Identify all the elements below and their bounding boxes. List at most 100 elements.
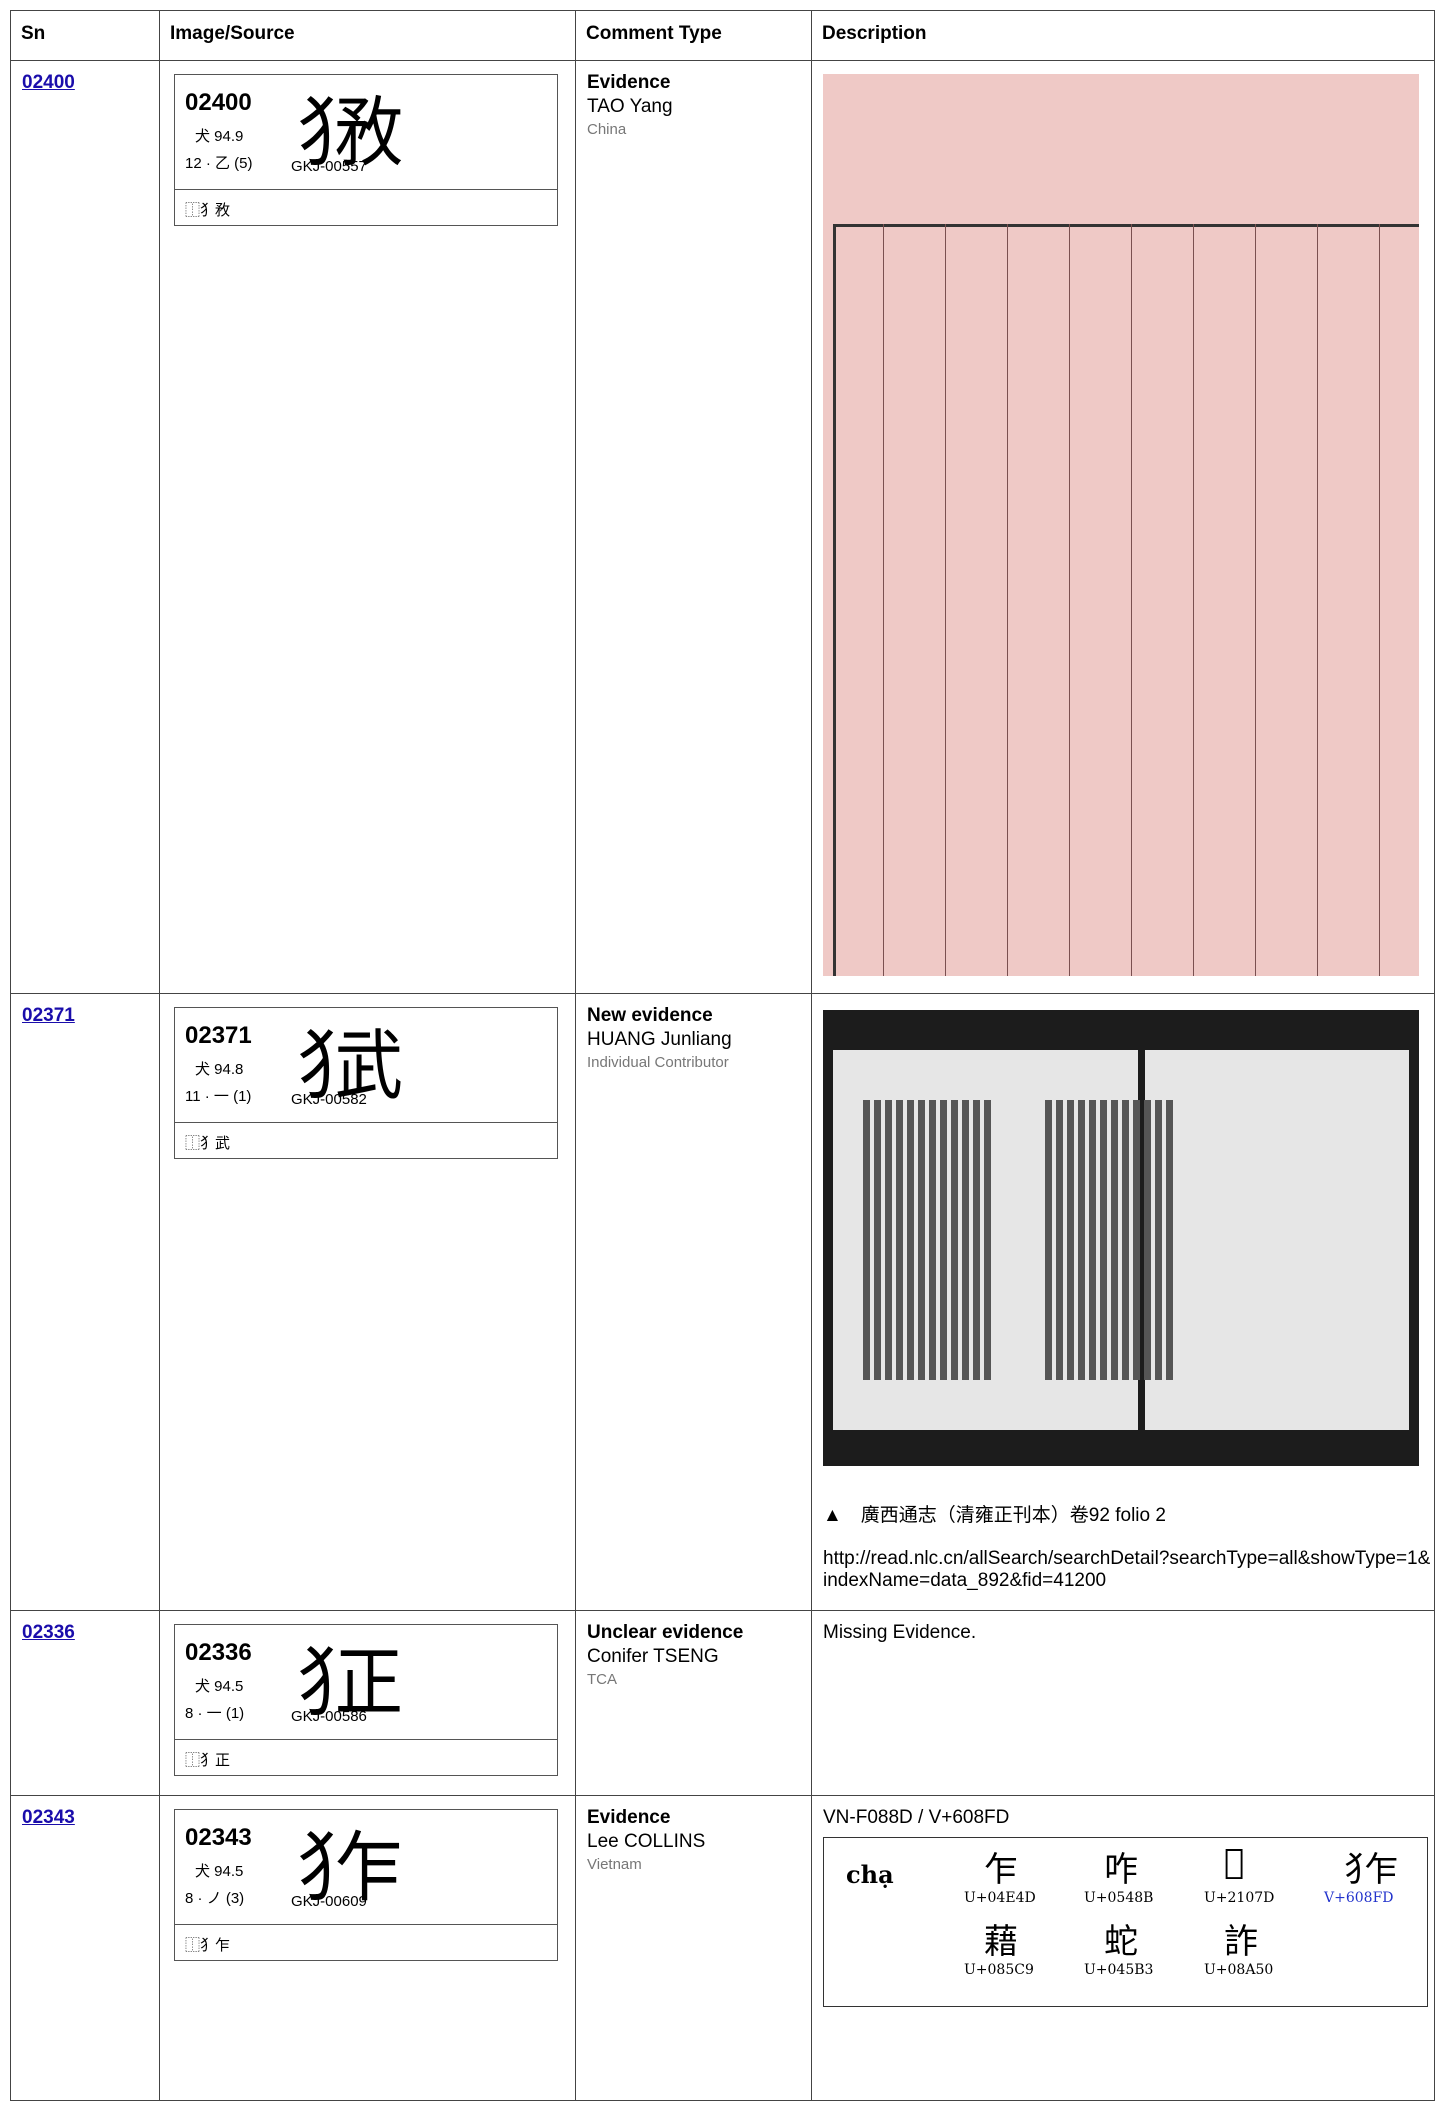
comment-author: HUANG Junliang [587, 1029, 732, 1050]
comment-type: Unclear evidence [587, 1622, 744, 1643]
table-code: U+045B3 [1084, 1962, 1154, 1978]
ids: ⿰犭乍 [185, 1937, 231, 1954]
comment-org: Vietnam [587, 1856, 642, 1873]
scan-column [962, 1100, 969, 1380]
scan-rule [1255, 224, 1256, 976]
scan-column [1133, 1100, 1140, 1380]
comment-type: Evidence [587, 72, 671, 93]
scan-rule [1379, 224, 1380, 976]
source: GKJ-00582 [291, 1091, 367, 1108]
sn-link[interactable]: 02400 [22, 72, 75, 93]
table-code: U+04E4D [964, 1890, 1036, 1906]
scan-column [1155, 1100, 1162, 1380]
card-code: 02371 [185, 1022, 252, 1049]
card-code: 02343 [185, 1824, 252, 1851]
scan-column [1056, 1100, 1063, 1380]
strokes: 12 · 乙 (5) [185, 155, 253, 172]
strokes: 8 · 一 (1) [185, 1705, 245, 1722]
scan-column [940, 1100, 947, 1380]
cell [10, 993, 160, 1611]
table-code: U+08A50 [1204, 1962, 1274, 1978]
strokes: 8 · ノ (3) [185, 1890, 245, 1907]
scan-column [863, 1100, 870, 1380]
scan-frame [833, 224, 1419, 976]
scan-column [1100, 1100, 1107, 1380]
table-glyph: 乍 [984, 1850, 1018, 1890]
character-card: 02343 犬 94.5 8 · ノ (3) 犭乍 GKJ-00609 ⿰犭乍 [174, 1809, 558, 1961]
sn-link[interactable]: 02336 [22, 1622, 75, 1643]
table-code: U+2107D [1204, 1890, 1275, 1906]
comment-org: TCA [587, 1671, 617, 1688]
sn-link[interactable]: 02343 [22, 1807, 75, 1828]
source: GKJ-00557 [291, 158, 367, 175]
table-glyph: 蛇 [1104, 1922, 1138, 1962]
comment-author: TAO Yang [587, 96, 673, 117]
table-code: U+0548B [1084, 1890, 1154, 1906]
header-cell: Description [811, 10, 1435, 61]
table-code: U+085C9 [964, 1962, 1034, 1978]
scan-column [1122, 1100, 1129, 1380]
scan-column [1144, 1100, 1151, 1380]
scan-rule [1069, 224, 1070, 976]
cell [10, 1795, 160, 2101]
table-glyph: 藉 [984, 1922, 1018, 1962]
divider [175, 1924, 557, 1925]
scan-column [1089, 1100, 1096, 1380]
divider [175, 189, 557, 190]
evidence-image [823, 74, 1419, 976]
scan-rule [1193, 224, 1194, 976]
header-cell: Image/Source [159, 10, 576, 61]
table-glyph: 犭乍 [1344, 1850, 1398, 1890]
card-code: 02400 [185, 89, 252, 116]
card-code: 02336 [185, 1639, 252, 1666]
radical: 犬 94.5 [195, 1863, 244, 1880]
comment-author: Conifer TSENG [587, 1646, 719, 1667]
scan-column [984, 1100, 991, 1380]
scan-column [951, 1100, 958, 1380]
scan-column [874, 1100, 881, 1380]
header-cell: Comment Type [575, 10, 812, 61]
table-code: V+608FD [1324, 1890, 1394, 1906]
scan-column [885, 1100, 892, 1380]
source: GKJ-00586 [291, 1708, 367, 1725]
divider [175, 1122, 557, 1123]
radical: 犬 94.8 [195, 1061, 244, 1078]
radical: 犬 94.9 [195, 128, 244, 145]
scan-column [1045, 1100, 1052, 1380]
scan-column [929, 1100, 936, 1380]
ids: ⿰犭武 [185, 1135, 231, 1152]
cell [575, 993, 812, 1611]
character-card: 02336 犬 94.5 8 · 一 (1) 犭正 GKJ-00586 ⿰犭正 [174, 1624, 558, 1776]
comment-org: Individual Contributor [587, 1054, 729, 1071]
character-card: 02400 犬 94.9 12 · 乙 (5) 犭敄 GKJ-00557 ⿰犭敄 [174, 74, 558, 226]
page: Sn Image/Source Comment Type Description 024… [10, 10, 1435, 2101]
scan-column [896, 1100, 903, 1380]
character-card: 02371 犬 94.8 11 · 一 (1) 犭武 GKJ-00582 ⿰犭武 [174, 1007, 558, 1159]
scan-column [907, 1100, 914, 1380]
comment-type: Evidence [587, 1807, 671, 1828]
sn-link[interactable]: 02371 [22, 1005, 75, 1026]
url: http://read.nlc.cn/allSearch/searchDetai… [823, 1548, 1431, 1591]
comment-author: Lee COLLINS [587, 1831, 706, 1852]
scan-rule [945, 224, 946, 976]
source: GKJ-00609 [291, 1893, 367, 1910]
glyph-table: chạ 乍 U+04E4D 咋 U+0548B 𡁽 U+2107D 犭乍 V+608FD 藉 U+0… [823, 1837, 1428, 2007]
scan-rule [1317, 224, 1318, 976]
table-glyph: 詐 [1224, 1922, 1258, 1962]
comment-type: New evidence [587, 1005, 713, 1026]
ids: ⿰犭敄 [185, 202, 231, 219]
scan-column [918, 1100, 925, 1380]
evidence-image [823, 1010, 1419, 1466]
header-cell: Sn [10, 10, 160, 61]
table-glyph: 𡁽 [1224, 1842, 1244, 1882]
strokes: 11 · 一 (1) [185, 1088, 252, 1105]
scan-column [1111, 1100, 1118, 1380]
table-glyph: 咋 [1104, 1850, 1138, 1890]
cell [575, 60, 812, 994]
scan-rule [1007, 224, 1008, 976]
scan-column [1078, 1100, 1085, 1380]
scan-column [1067, 1100, 1074, 1380]
caption: ▲ 廣西通志（清雍正刊本）卷92 folio 2 [823, 1505, 1166, 1526]
description-text: VN-F088D / V+608FD [823, 1807, 1010, 1828]
description-text: Missing Evidence. [823, 1622, 977, 1643]
